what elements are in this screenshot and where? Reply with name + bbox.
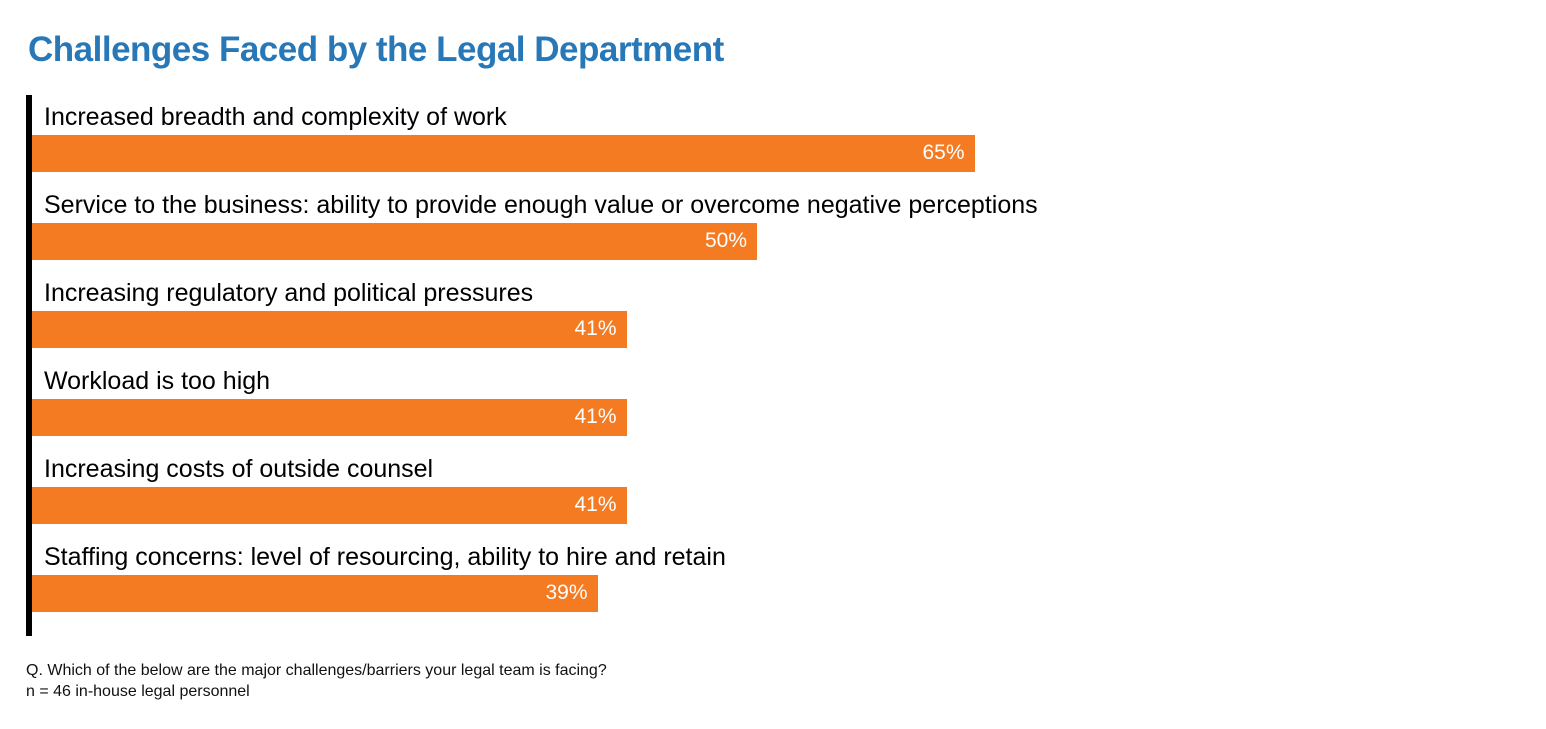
bar-row: Increased breadth and complexity of work… [32,95,1512,183]
bar: 39% [32,575,598,612]
bar-category-label: Increased breadth and complexity of work [44,103,507,131]
bar-category-label: Service to the business: ability to prov… [44,191,1038,219]
bar-category-label: Workload is too high [44,367,271,395]
bar-row: Increasing costs of outside counsel 41% [32,447,1512,535]
bar-category-label: Increasing regulatory and political pres… [44,279,534,307]
chart-title: Challenges Faced by the Legal Department [28,30,724,69]
bar-value-label: 41% [574,317,617,340]
bar-row: Increasing regulatory and political pres… [32,271,1512,359]
footnote-question: Q. Which of the below are the major chal… [26,662,607,679]
bar: 41% [32,399,627,436]
bar-value-label: 41% [574,405,617,428]
category-axis-line [26,95,32,636]
bar-category-label: Increasing costs of outside counsel [44,455,434,483]
bar-row: Workload is too high 41% [32,359,1512,447]
bar-chart: Increased breadth and complexity of work… [32,95,1512,636]
bar: 65% [32,135,975,172]
footnote-sample-size: n = 46 in-house legal personnel [26,683,250,700]
bar: 41% [32,311,627,348]
bar-value-label: 39% [545,581,588,604]
bar-category-label: Staffing concerns: level of resourcing, … [44,543,726,571]
bar-value-label: 65% [922,141,965,164]
bar-value-label: 50% [704,229,747,252]
bar-row: Service to the business: ability to prov… [32,183,1512,271]
bar: 50% [32,223,757,260]
bar-row: Staffing concerns: level of resourcing, … [32,535,1512,623]
bar: 41% [32,487,627,524]
bar-value-label: 41% [574,493,617,516]
